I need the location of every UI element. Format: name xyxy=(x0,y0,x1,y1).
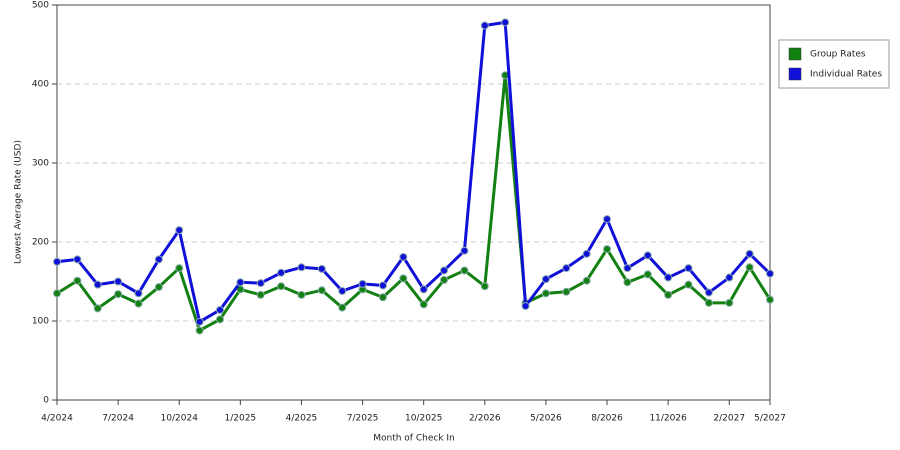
series-line xyxy=(56,20,772,324)
data-point xyxy=(766,269,774,278)
data-point xyxy=(154,283,163,292)
data-point xyxy=(277,282,286,291)
data-point xyxy=(277,268,286,277)
data-point xyxy=(378,281,387,290)
data-point xyxy=(53,257,61,266)
data-point xyxy=(195,326,204,335)
data-point xyxy=(541,275,550,284)
data-point xyxy=(256,290,265,299)
data-point xyxy=(766,295,774,304)
data-point xyxy=(684,280,693,289)
data-point xyxy=(175,226,184,235)
data-point xyxy=(460,266,469,275)
legend-label: Individual Rates xyxy=(810,70,882,80)
x-tick-label: 1/2025 xyxy=(225,414,257,424)
data-point xyxy=(195,317,204,326)
data-point xyxy=(664,273,673,282)
x-tick-label: 2/2027 xyxy=(713,414,745,424)
data-point xyxy=(684,264,693,273)
x-tick-label: 7/2025 xyxy=(347,414,379,424)
x-tick-label: 10/2024 xyxy=(161,414,199,424)
data-point xyxy=(664,290,673,299)
data-point xyxy=(603,215,612,224)
x-tick-label: 4/2025 xyxy=(286,414,318,424)
data-point xyxy=(53,289,61,298)
data-point xyxy=(704,288,713,297)
data-point xyxy=(73,255,82,264)
data-point xyxy=(460,246,469,255)
data-point xyxy=(745,263,754,272)
data-point xyxy=(297,290,306,299)
data-point xyxy=(399,253,408,262)
data-point xyxy=(338,303,347,312)
data-point xyxy=(236,278,245,287)
data-point xyxy=(419,285,428,294)
data-point xyxy=(745,249,754,258)
x-axis-label: Month of Check In xyxy=(373,434,455,444)
data-point xyxy=(338,286,347,295)
x-tick-label: 5/2027 xyxy=(754,414,786,424)
data-point xyxy=(480,282,489,291)
data-point xyxy=(317,286,326,295)
data-point xyxy=(134,299,143,308)
data-point xyxy=(378,293,387,302)
x-tick-label: 5/2026 xyxy=(530,414,562,424)
data-point xyxy=(603,245,612,254)
legend-box xyxy=(778,39,890,89)
x-tick-label: 2/2026 xyxy=(469,414,501,424)
data-point xyxy=(114,277,123,286)
data-point xyxy=(521,301,530,310)
x-tick-label: 11/2026 xyxy=(649,414,687,424)
data-point xyxy=(643,270,652,279)
data-point xyxy=(215,305,224,314)
y-tick-label: 300 xyxy=(32,159,49,169)
y-axis-label: Lowest Average Rate (USD) xyxy=(14,140,24,264)
data-point xyxy=(358,279,367,288)
data-point xyxy=(582,276,591,285)
data-point xyxy=(562,287,571,296)
data-point xyxy=(725,273,734,282)
y-tick-label: 200 xyxy=(32,238,49,248)
x-tick-label: 7/2024 xyxy=(102,414,134,424)
data-point xyxy=(623,264,632,273)
data-point xyxy=(114,290,123,299)
y-tick-label: 0 xyxy=(43,396,49,406)
y-tick-label: 500 xyxy=(32,1,49,11)
data-point xyxy=(480,21,489,30)
y-tick-label: 400 xyxy=(32,80,49,90)
legend-label: Group Rates xyxy=(810,50,866,60)
x-tick-label: 4/2024 xyxy=(41,414,73,424)
plot-frame xyxy=(56,4,771,401)
data-point xyxy=(256,279,265,288)
data-point xyxy=(73,276,82,285)
data-point xyxy=(541,289,550,298)
data-point xyxy=(440,275,449,284)
data-point xyxy=(215,315,224,324)
data-point xyxy=(562,264,571,273)
legend-swatch xyxy=(788,47,802,61)
x-tick-label: 8/2026 xyxy=(591,414,623,424)
data-point xyxy=(704,298,713,307)
data-point xyxy=(93,304,102,313)
y-tick-label: 100 xyxy=(32,317,49,327)
data-point xyxy=(643,251,652,260)
data-point xyxy=(175,264,184,273)
data-point xyxy=(93,280,102,289)
data-point xyxy=(297,263,306,272)
data-point xyxy=(440,266,449,275)
data-point xyxy=(134,289,143,298)
data-point xyxy=(399,274,408,283)
data-point xyxy=(154,255,163,264)
data-point xyxy=(317,264,326,273)
data-point xyxy=(419,300,428,309)
data-point xyxy=(501,18,510,27)
series-line xyxy=(56,73,772,332)
data-point xyxy=(623,278,632,287)
x-tick-label: 10/2025 xyxy=(405,414,442,424)
data-point xyxy=(725,298,734,307)
legend-swatch xyxy=(788,67,802,81)
data-point xyxy=(582,249,591,258)
